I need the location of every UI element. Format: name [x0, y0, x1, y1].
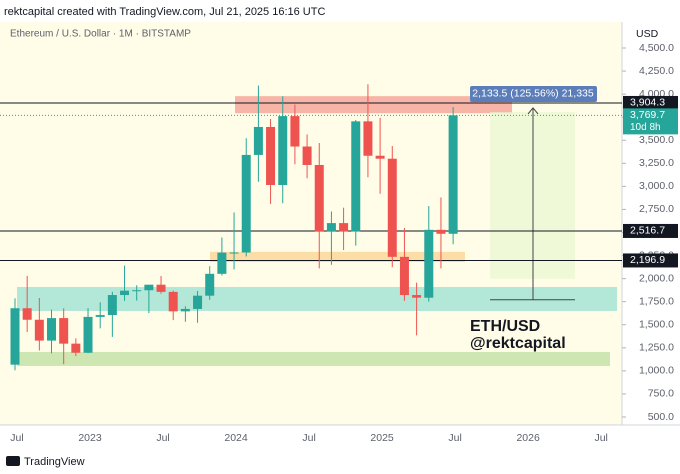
price-label: 2,196.9 [630, 254, 665, 266]
candle-body [412, 295, 422, 298]
candle-body [120, 290, 130, 296]
zone [17, 287, 617, 311]
x-tick-label: Jul [594, 432, 607, 444]
x-tick-label: Jul [448, 432, 461, 444]
candle-body [314, 164, 324, 232]
x-tick-label: 2023 [78, 432, 102, 444]
annotation: @rektcapital [470, 335, 566, 352]
candle-body [180, 308, 190, 312]
candle-body [375, 155, 385, 159]
candle-body [363, 121, 373, 156]
candle-body [266, 126, 276, 185]
candle-body [10, 308, 20, 365]
candle-body [326, 223, 336, 232]
y-tick-label: 3,500.0 [639, 134, 674, 146]
candle-body [132, 290, 142, 292]
price-label: 2,516.7 [630, 225, 665, 237]
y-tick-label: 1,250.0 [639, 342, 674, 354]
candle-body [34, 319, 44, 341]
zone [17, 351, 610, 366]
candle-body [217, 252, 227, 274]
y-tick-label: 4,250.0 [639, 65, 674, 77]
price-label: 3,904.3 [630, 97, 665, 109]
candle-body [156, 284, 166, 292]
x-tick-label: 2026 [516, 432, 540, 444]
y-tick-label: 500.0 [648, 411, 674, 423]
candle-body [339, 223, 349, 232]
candle-body [253, 126, 263, 155]
measure-arrowhead [527, 107, 539, 115]
candle-body [387, 158, 397, 257]
y-tick-label: 2,750.0 [639, 203, 674, 215]
candle-body [193, 295, 203, 309]
candle-body [83, 316, 93, 353]
axis-label: USD [636, 28, 659, 40]
candle-body [436, 229, 446, 234]
candle-body [205, 273, 215, 296]
header: rektcapital created with TradingView.com… [4, 6, 325, 18]
annotation: ETH/USD [470, 318, 540, 335]
candle-body [278, 116, 288, 185]
candle-body [59, 318, 69, 344]
x-tick-label: Jul [10, 432, 23, 444]
candle-body [47, 318, 57, 341]
candle-body [399, 256, 409, 296]
candle-body [290, 116, 300, 147]
candle-body [241, 154, 251, 253]
y-tick-label: 4,500.0 [639, 42, 674, 54]
candle-body [229, 252, 239, 254]
measure-label: 2,133.5 (125.56%) 21,335 [472, 88, 594, 100]
candle-body [71, 343, 81, 353]
y-tick-label: 750.0 [648, 388, 674, 400]
logo [6, 456, 20, 466]
candle-body [95, 315, 105, 317]
zone [235, 96, 512, 114]
x-tick-label: 2025 [370, 432, 394, 444]
candle-body [22, 308, 32, 320]
price-label: 3,769.7 [630, 109, 665, 121]
candle-body [144, 284, 154, 291]
chart-title: Ethereum / U.S. Dollar · 1M · BITSTAMP [10, 29, 191, 40]
candle-body [302, 146, 312, 165]
candle-body [351, 121, 361, 232]
y-tick-label: 3,000.0 [639, 180, 674, 192]
price-label-box [623, 95, 678, 110]
price-label-box [623, 223, 678, 238]
candle-body [424, 229, 434, 298]
candle-body [107, 295, 117, 316]
y-tick-label: 1,750.0 [639, 295, 674, 307]
y-tick-label: 1,000.0 [639, 365, 674, 377]
price-label-box [623, 108, 678, 135]
y-tick-label: 2,000.0 [639, 272, 674, 284]
footer: TradingView [24, 456, 85, 468]
candle-body [448, 115, 458, 234]
x-tick-label: Jul [302, 432, 315, 444]
y-tick-label: 3,250.0 [639, 157, 674, 169]
y-tick-label: 1,500.0 [639, 319, 674, 331]
zone [210, 251, 465, 263]
candle-body [168, 291, 178, 312]
price-label-box [623, 253, 678, 268]
measure-label-box [470, 85, 597, 102]
x-tick-label: 2024 [224, 432, 248, 444]
x-tick-label: Jul [156, 432, 169, 444]
countdown: 10d 8h [630, 122, 661, 133]
